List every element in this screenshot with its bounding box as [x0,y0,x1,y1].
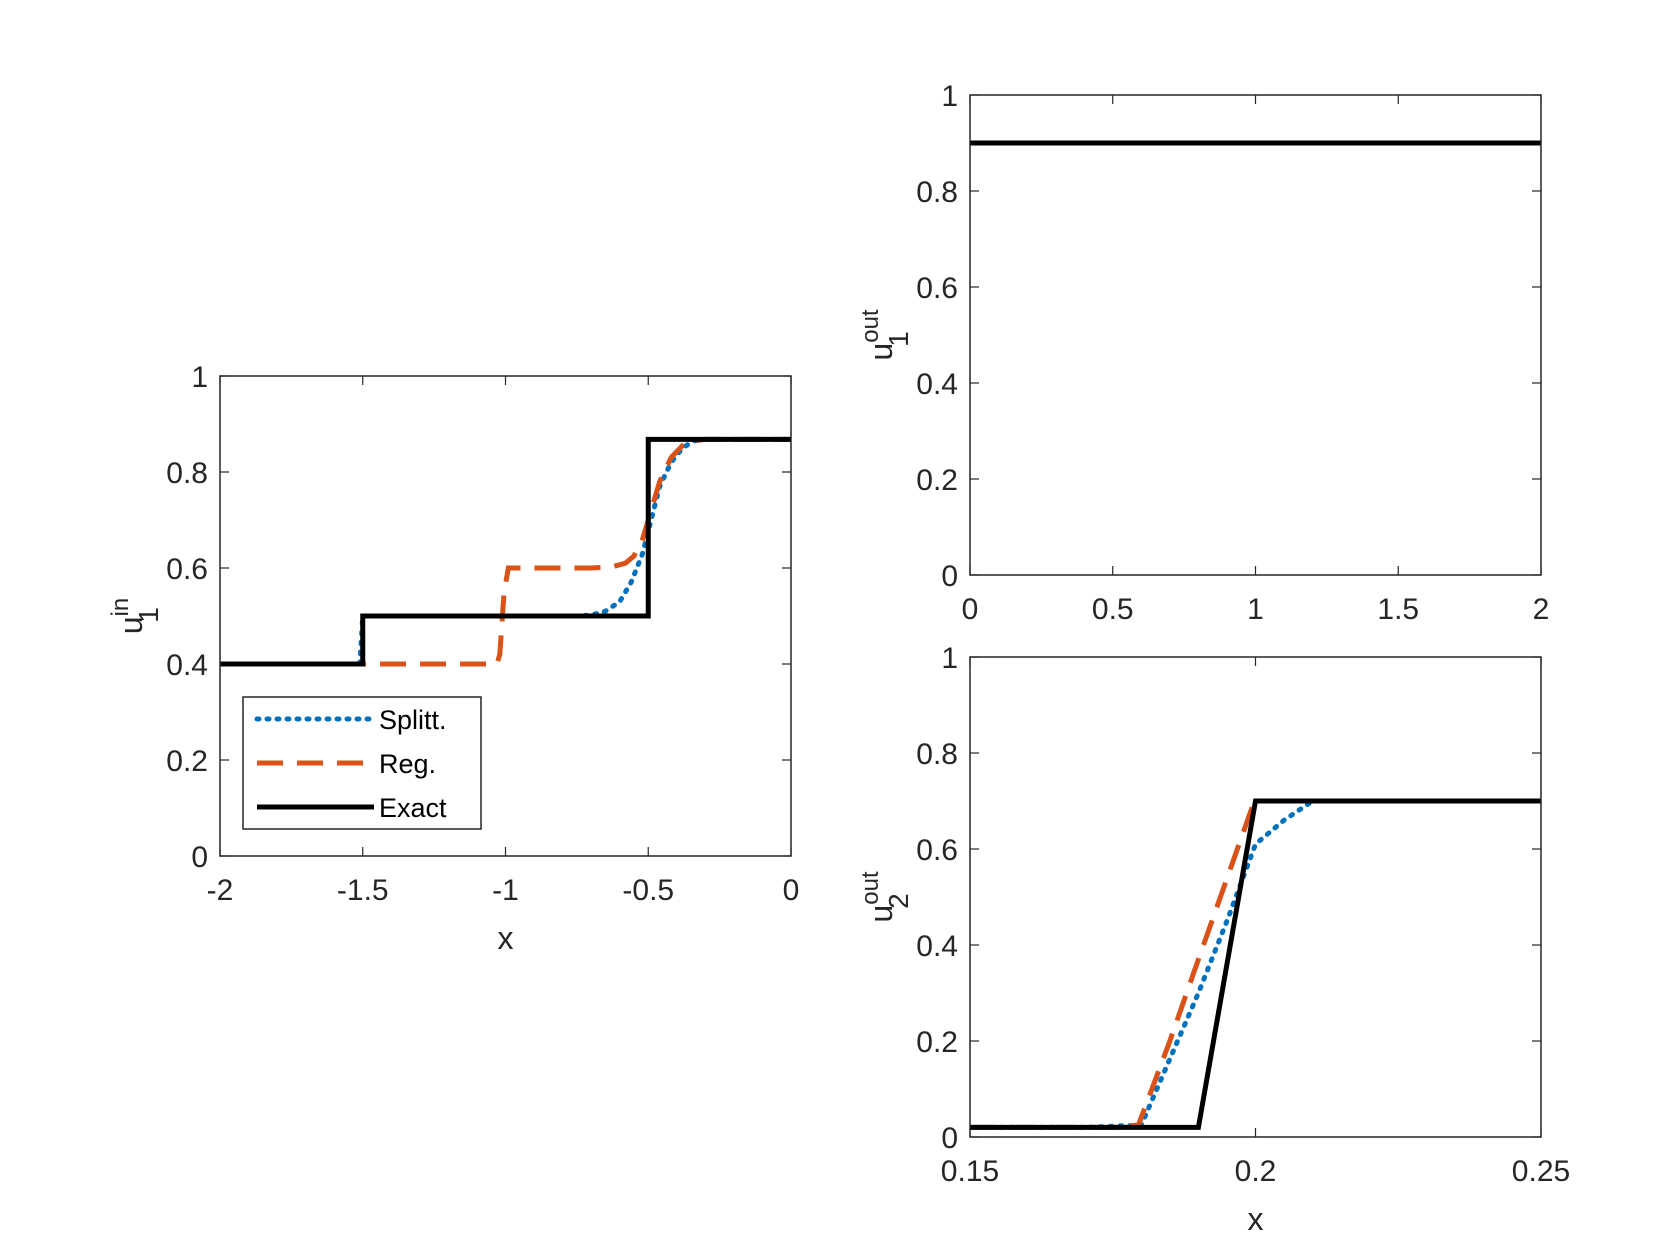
top-right-xtick-label: 2 [1533,593,1550,626]
bottom-right-xtick-label: 0.15 [941,1155,999,1188]
top-right-ylabel: uout1 [857,309,914,360]
top-right-ylabel-base: u [863,343,899,361]
bottom-right-series-group [970,798,1541,1130]
top-right-xtick-label: 0 [962,593,979,626]
bottom-right-xlabel: x [1248,1201,1264,1237]
top-right-ytick-label: 1 [941,80,958,113]
bottom-right-series-reg [970,798,1541,1130]
left-xtick-label: -0.5 [622,874,674,907]
bottom-right-ytick-label: 0.8 [916,738,958,771]
bottom-right-ytick-label: 0 [941,1122,958,1155]
left-xtick-label: -1.5 [337,874,389,907]
left-ytick-label: 0.2 [166,745,208,778]
chart-left: -2 -1.5 -1 -0.5 000.20.40.60.81xuin1Splitt.R… [107,361,799,956]
left-ylabel-base: u [113,616,149,634]
bottom-right-ylabel-sub: 2 [883,893,914,909]
left-xtick-label: 0 [783,874,800,907]
top-right-axes-box [969,94,1542,576]
bottom-right-ylabel-sup: out [857,871,884,905]
left-ytick-label: 0.8 [166,457,208,490]
bottom-right-ylabel: uout2 [857,871,914,922]
top-right-xtick-label: 1 [1247,593,1264,626]
left-series-reg [220,436,791,667]
left-xtick-label: -1 [492,874,519,907]
chart-bottom-right: 0.15 0.2 0.25 0 0.2 0.4 0.6 0.8 1 x uout2 [857,642,1570,1237]
bottom-right-axes-box [969,656,1542,1138]
bottom-right-ytick-label: 0.6 [916,834,958,867]
top-right-xtick-label: 1.5 [1377,593,1419,626]
left-ytick-label: 0.4 [166,649,208,682]
left-series-exact [220,436,791,667]
bottom-right-ytick-label: 1 [941,642,958,675]
left-ytick-label: 0.6 [166,553,208,586]
bottom-right-ylabel-base: u [863,905,899,923]
top-right-ylabel-sup: out [857,309,884,343]
left-axes-box [219,375,792,857]
bottom-right-xtick-label: 0.25 [1512,1155,1570,1188]
bottom-right-series-splitt [970,798,1541,1130]
top-right-ytick-label: 0.4 [916,368,958,401]
top-right-ytick-label: 0 [941,560,958,593]
top-right-ytick-label: 0.6 [916,272,958,305]
left-ytick-label: 0 [191,841,208,874]
bottom-right-series-exact [970,798,1541,1130]
left-series-group [220,436,791,667]
left-xlabel: x [498,920,514,956]
top-right-ylabel-sub: 1 [883,331,914,347]
left-legend-label: Exact [379,793,447,823]
left-legend-label: Reg. [379,749,436,779]
top-right-ytick-label: 0.8 [916,176,958,209]
left-ytick-label: 1 [191,361,208,394]
left-legend-label: Splitt. [379,705,447,735]
bottom-right-ytick-label: 0.2 [916,1026,958,1059]
bottom-right-xtick-label: 0.2 [1235,1155,1277,1188]
left-ylabel: uin1 [107,598,164,634]
left-ylabel-sub: 1 [133,607,164,623]
left-series-splitt [220,436,791,667]
top-right-xtick-label: 0.5 [1092,593,1134,626]
left-xtick-label: -2 [207,874,234,907]
top-right-ytick-label: 0.2 [916,464,958,497]
left-ylabel-sup: in [107,598,134,617]
bottom-right-ytick-label: 0.4 [916,930,958,963]
